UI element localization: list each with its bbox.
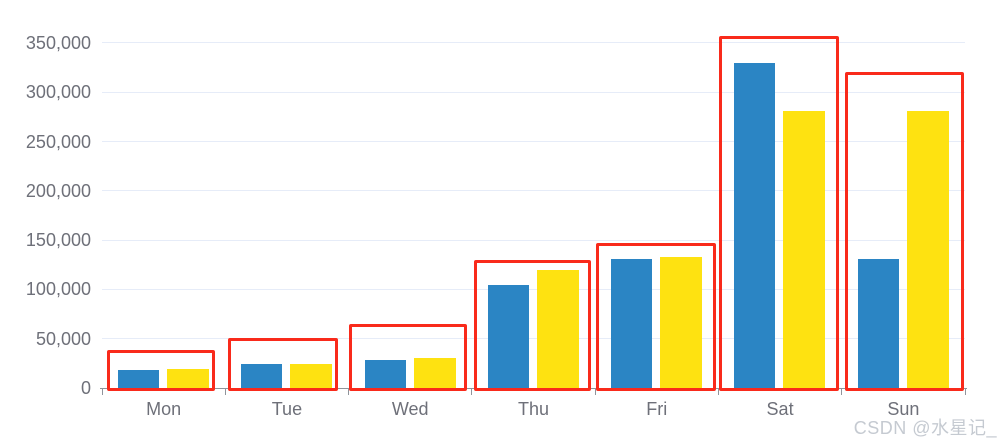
bar-yellow-fri[interactable] xyxy=(660,256,703,388)
bar-blue-mon[interactable] xyxy=(118,370,159,388)
x-axis-tick xyxy=(348,389,350,395)
x-axis-tick xyxy=(224,389,226,395)
bar-blue-sun[interactable] xyxy=(857,258,899,388)
annotation-box-thu xyxy=(474,259,591,392)
bar-yellow-sat[interactable] xyxy=(783,110,826,388)
bar-yellow-mon[interactable] xyxy=(167,369,209,388)
y-axis-label: 250,000 xyxy=(25,131,91,152)
bar-yellow-tue[interactable] xyxy=(290,364,333,388)
x-axis-tick xyxy=(101,389,103,395)
x-axis-label-tue: Tue xyxy=(271,399,303,419)
x-axis-label-sat: Sat xyxy=(766,399,794,419)
bar-blue-fri[interactable] xyxy=(611,258,653,388)
annotation-box-sun xyxy=(845,72,964,392)
bar-blue-wed[interactable] xyxy=(364,360,406,388)
bar-yellow-thu[interactable] xyxy=(536,269,579,388)
x-axis-label-sun: Sun xyxy=(887,399,920,419)
y-gridline xyxy=(102,190,965,192)
y-gridline xyxy=(102,42,965,44)
bar-yellow-sun[interactable] xyxy=(906,110,949,388)
bar-blue-thu[interactable] xyxy=(487,285,529,388)
annotation-box-sat xyxy=(719,35,839,392)
bar-blue-tue[interactable] xyxy=(241,364,283,388)
x-axis-tick xyxy=(964,389,966,395)
annotation-box-fri xyxy=(596,243,716,392)
csdn-watermark: CSDN @水星记_ xyxy=(853,418,997,438)
bar-yellow-wed[interactable] xyxy=(413,358,456,388)
y-axis-label: 300,000 xyxy=(25,82,91,103)
y-gridline xyxy=(102,91,965,93)
y-gridline xyxy=(102,141,965,142)
y-axis-label: 350,000 xyxy=(25,32,91,53)
y-axis-label: 50,000 xyxy=(35,328,91,349)
x-axis-label-wed: Wed xyxy=(391,399,429,419)
y-gridline xyxy=(102,239,965,241)
y-gridline xyxy=(102,338,965,340)
annotation-box-mon xyxy=(107,349,215,392)
x-axis-tick xyxy=(841,389,843,395)
x-axis-tick xyxy=(471,389,473,395)
x-axis-tick xyxy=(717,389,719,395)
annotation-box-tue xyxy=(228,337,338,392)
y-gridline xyxy=(102,288,965,290)
y-axis-label: 200,000 xyxy=(25,180,91,201)
annotation-box-wed xyxy=(349,323,467,392)
x-axis-label-mon: Mon xyxy=(146,399,182,419)
x-axis-label-thu: Thu xyxy=(517,399,549,419)
y-axis-label: 100,000 xyxy=(25,279,91,300)
bar-blue-sat[interactable] xyxy=(734,62,776,388)
x-axis-label-fri: Fri xyxy=(646,399,668,419)
y-axis-label: 150,000 xyxy=(25,230,91,251)
y-axis-label: 0 xyxy=(80,378,91,398)
x-axis-tick xyxy=(594,389,596,395)
